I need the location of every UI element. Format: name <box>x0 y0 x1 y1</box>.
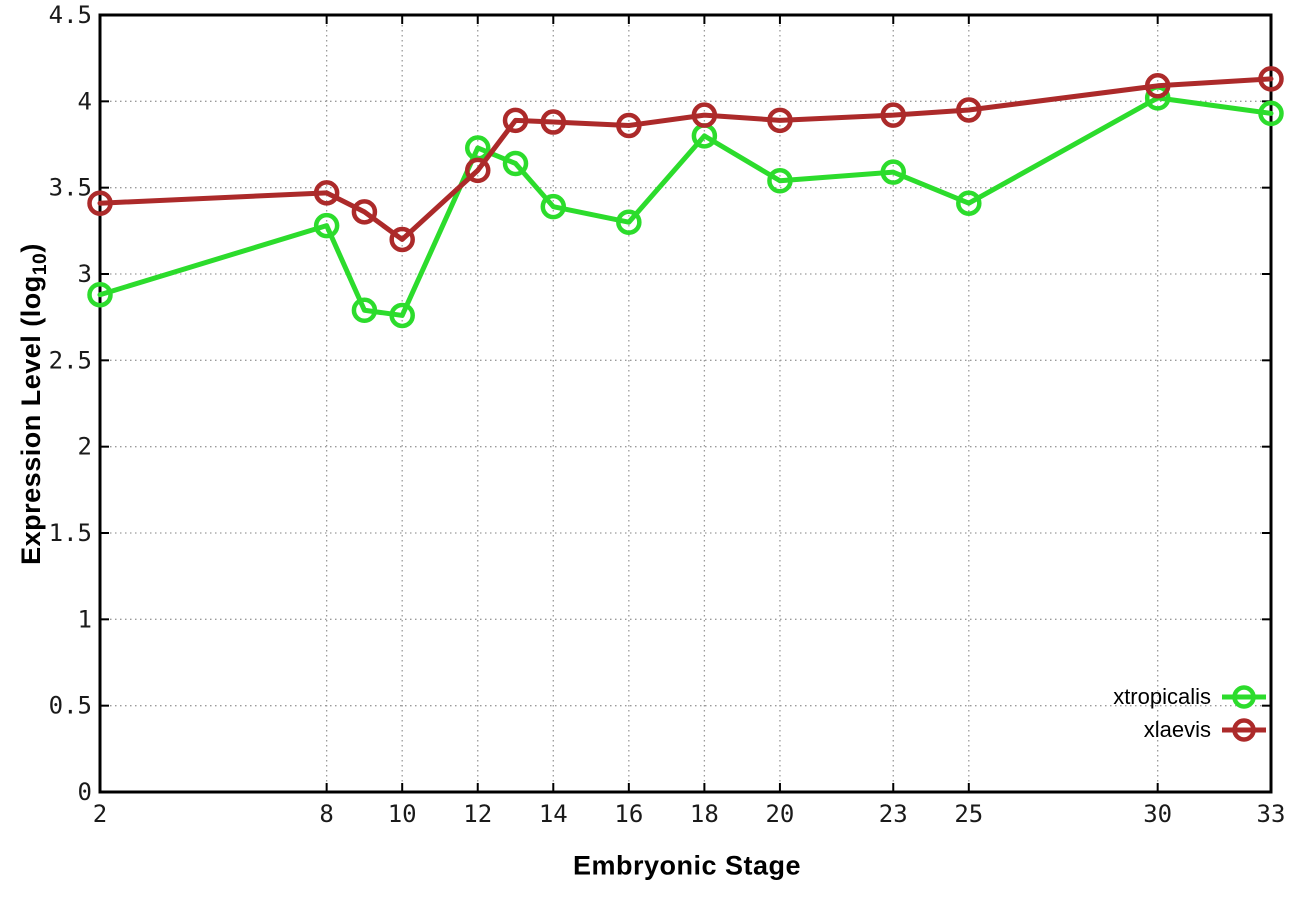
data-point-xtropicalis <box>313 212 340 239</box>
data-point-xtropicalis <box>540 193 567 220</box>
y-tick-label: 2.5 <box>49 346 92 374</box>
data-point-xlaevis <box>691 102 718 128</box>
x-tick-label: 25 <box>954 800 983 828</box>
y-tick-label: 1.5 <box>49 519 92 547</box>
data-point-xtropicalis <box>956 190 982 216</box>
y-axis-title: Expression Level (log10) <box>16 243 52 565</box>
legend-label-xlaevis: xlaevis <box>1143 717 1211 742</box>
x-tick-label: 23 <box>879 800 908 828</box>
data-point-xtropicalis <box>351 297 378 324</box>
y-tick-label: 3.5 <box>49 174 92 202</box>
legend-item-xtropicalis: xtropicalis <box>1113 682 1268 712</box>
y-tick-label: 1 <box>78 605 92 633</box>
x-tick-label: 20 <box>765 800 794 828</box>
legend-item-xlaevis: xlaevis <box>1144 715 1268 745</box>
x-tick-label: 10 <box>388 800 417 828</box>
legend-marker-xlaevis-icon <box>1222 718 1266 742</box>
data-point-xlaevis <box>87 190 113 216</box>
data-point-xlaevis <box>1258 66 1284 92</box>
x-tick-label: 30 <box>1143 800 1172 828</box>
data-point-xlaevis <box>389 226 415 253</box>
data-point-xlaevis <box>1144 73 1171 99</box>
data-point-xlaevis <box>880 102 907 128</box>
y-axis-title-text: Expression Level (log <box>15 275 46 565</box>
data-point-xlaevis <box>616 112 642 139</box>
data-point-xlaevis <box>464 157 491 184</box>
data-point-xtropicalis <box>1258 100 1284 127</box>
y-tick-label: 4 <box>78 87 92 115</box>
data-point-xtropicalis <box>880 159 907 185</box>
x-tick-label: 18 <box>690 800 719 828</box>
y-tick-label: 2 <box>78 433 92 461</box>
data-point-xlaevis <box>351 199 378 225</box>
series-line-xtropicalis <box>97 95 1274 318</box>
legend-label-xtropicalis: xtropicalis <box>1113 684 1211 709</box>
legend-marker-xtropicalis-icon <box>1222 685 1266 709</box>
plot-border <box>98 13 1273 794</box>
x-tick-label: 12 <box>463 800 492 828</box>
y-tick-label: 3 <box>78 260 92 288</box>
data-point-xtropicalis <box>616 209 642 235</box>
data-point-xlaevis <box>767 107 793 134</box>
chart-legend: xtropicalis xlaevis <box>1113 682 1268 745</box>
y-tick-label: 4.5 <box>49 1 92 29</box>
x-tick-label: 16 <box>614 800 643 828</box>
x-tick-label: 2 <box>93 800 107 828</box>
x-tick-label: 14 <box>539 800 568 828</box>
x-tick-label: 33 <box>1257 800 1286 828</box>
data-point-xlaevis <box>502 107 529 134</box>
data-point-xtropicalis <box>389 302 415 329</box>
data-point-xlaevis <box>313 180 340 206</box>
y-tick-label: 0 <box>78 778 92 806</box>
y-axis-title-subscript: 10 <box>29 252 52 276</box>
data-point-xtropicalis <box>87 281 113 308</box>
x-tick-label: 8 <box>319 800 333 828</box>
data-point-xtropicalis <box>767 168 793 194</box>
data-point-xlaevis <box>956 97 982 123</box>
data-point-xlaevis <box>540 109 567 135</box>
y-axis-title-suffix: ) <box>15 243 46 253</box>
y-tick-label: 0.5 <box>49 692 92 720</box>
x-axis-title: Embryonic Stage <box>572 850 802 881</box>
data-point-xtropicalis <box>502 150 529 177</box>
